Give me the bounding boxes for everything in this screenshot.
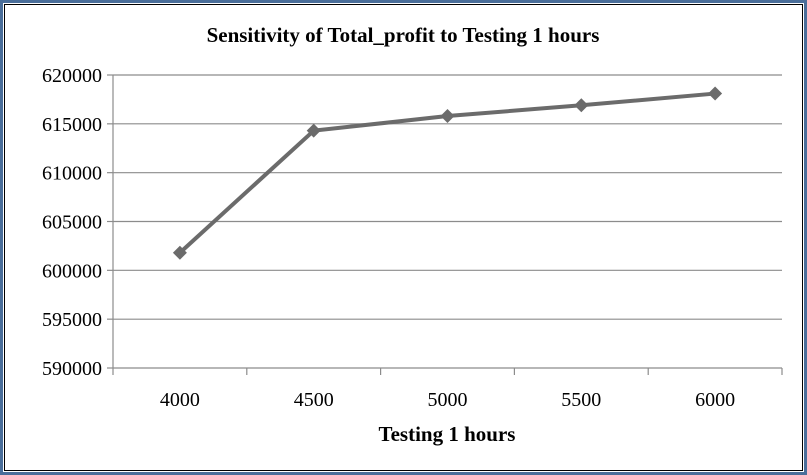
- gridlines: [113, 74, 782, 320]
- x-tick-label: 5000: [428, 389, 468, 411]
- series-layer: [172, 86, 723, 260]
- data-point: [440, 109, 455, 124]
- y-tick-label: 595000: [42, 309, 102, 331]
- y-tick-label: 600000: [42, 260, 102, 282]
- chart-inner-border: [4, 4, 803, 471]
- y-tick-label: 590000: [42, 358, 102, 380]
- data-point: [708, 86, 723, 101]
- y-tick-label: 615000: [42, 114, 102, 136]
- y-tick-labels: 590000 595000 600000 605000 610000 615000 6200…: [42, 65, 102, 380]
- axes: [107, 74, 783, 375]
- y-tick-label: 610000: [42, 163, 102, 185]
- x-tick-label: 5500: [561, 389, 601, 411]
- y-tick-label: 620000: [42, 65, 102, 87]
- x-tick-labels: 4000 4500 5000 5500 6000: [160, 389, 735, 411]
- data-point: [172, 245, 187, 260]
- data-point: [574, 98, 589, 113]
- x-tick-label: 4500: [294, 389, 334, 411]
- x-tick-label: 4000: [160, 389, 200, 411]
- data-point: [306, 123, 321, 138]
- x-tick-label: 6000: [695, 389, 735, 411]
- x-axis-title: Testing 1 hours: [379, 422, 516, 446]
- chart-title: Sensitivity of Total_profit to Testing 1…: [207, 23, 600, 47]
- y-tick-label: 605000: [42, 212, 102, 234]
